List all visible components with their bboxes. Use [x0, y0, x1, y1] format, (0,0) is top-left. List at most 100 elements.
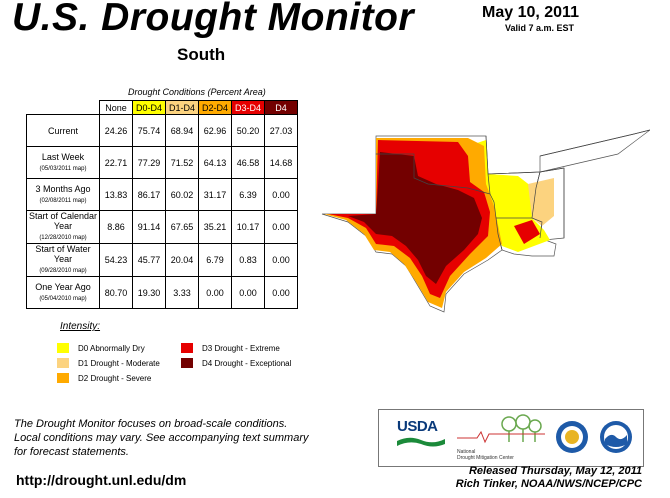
commerce-seal-icon: [556, 421, 588, 453]
author-credit: Rich Tinker, NOAA/NWS/NCEP/CPC: [455, 478, 642, 490]
table-cell: 68.94: [165, 114, 199, 147]
table-cell: 67.65: [165, 210, 199, 244]
row-subtitle: (05/03/2011 map): [39, 165, 87, 172]
table-cell: 6.79: [198, 243, 232, 277]
table-cell: 0.00: [264, 243, 298, 277]
usda-logo: USDA: [397, 418, 447, 458]
row-subtitle: (09/28/2010 map): [39, 268, 87, 274]
release-date: Released Thursday, May 12, 2011: [468, 465, 642, 477]
row-title: One Year Ago: [35, 281, 91, 292]
table-row: Start of Water Year (09/28/2010 map) 54.2…: [26, 243, 298, 277]
usda-wave-icon: [397, 437, 445, 447]
legend-item-d4: D4 Drought - Exceptional: [181, 358, 291, 368]
legend-label: D2 Drought - Severe: [78, 373, 152, 383]
map-title: U.S. Drought Monitor: [12, 0, 415, 39]
ndmc-text: National Drought Mitigation Center: [457, 449, 545, 461]
table-cell: 3.33: [165, 276, 199, 309]
table-cell: 20.04: [165, 243, 199, 277]
valid-time: Valid 7 a.m. EST: [505, 23, 575, 33]
legend-label: D0 Abnormally Dry: [78, 343, 145, 353]
table-cell: 0.00: [198, 276, 232, 309]
column-header: D3-D4: [231, 100, 265, 115]
legend-swatch: [57, 358, 69, 368]
note-line: The Drought Monitor focuses on broad-sca…: [14, 418, 288, 430]
table-cell: 27.03: [264, 114, 298, 147]
legend-swatch: [181, 358, 193, 368]
table-cell: 0.00: [231, 276, 265, 309]
row-label: Current: [26, 114, 100, 147]
region-label: South: [177, 45, 226, 64]
table-cell: 31.17: [198, 178, 232, 211]
column-header: D4: [264, 100, 298, 115]
table-cell: 91.14: [132, 210, 166, 244]
table-cell: 77.29: [132, 146, 166, 179]
table-corner: [27, 101, 100, 115]
table-cell: 0.00: [264, 276, 298, 309]
row-subtitle: (12/28/2010 map): [39, 235, 87, 241]
ndmc-line1: National: [457, 449, 476, 455]
table-cell: 0.00: [264, 210, 298, 244]
row-title: 3 Months Ago: [35, 183, 91, 194]
d1-area: [528, 178, 554, 226]
legend-swatch: [181, 343, 193, 353]
table-row: 3 Months Ago (02/08/2011 map) 13.83 86.17…: [26, 178, 298, 211]
table-cell: 6.39: [231, 178, 265, 211]
table-cell: 0.83: [231, 243, 265, 277]
row-subtitle: (05/04/2010 map): [39, 295, 87, 302]
row-label: Start of Calendar Year (12/28/2010 map): [26, 210, 100, 244]
ndmc-line2: Drought Mitigation Center: [457, 455, 514, 461]
table-cell: 54.23: [99, 243, 133, 277]
table-header-row: None D0-D4 D1-D4 D2-D4 D3-D4 D4: [27, 100, 298, 115]
table-cell: 60.02: [165, 178, 199, 211]
column-header: D1-D4: [165, 100, 199, 115]
column-header: None: [99, 100, 133, 115]
map-date: May 10, 2011: [482, 4, 579, 21]
table-cell: 80.70: [99, 276, 133, 309]
table-row: Current 24.26 75.74 68.94 62.96 50.20 27…: [26, 114, 298, 147]
noaa-logo-icon: [600, 421, 632, 453]
website-link[interactable]: http://drought.unl.edu/dm: [16, 472, 187, 488]
legend-swatch: [57, 373, 69, 383]
table-cell: 64.13: [198, 146, 232, 179]
table-row: Start of Calendar Year (12/28/2010 map) 8…: [26, 210, 298, 244]
row-label: One Year Ago (05/04/2010 map): [26, 276, 100, 309]
note-line: Local conditions may vary. See accompany…: [14, 432, 309, 444]
row-title: Last Week: [41, 151, 85, 162]
table-row: One Year Ago (05/04/2010 map) 80.70 19.30…: [26, 276, 298, 309]
table-cell: 62.96: [198, 114, 232, 147]
table-caption: Drought Conditions (Percent Area): [128, 87, 266, 97]
d3-east-area: [514, 220, 540, 244]
row-label: Start of Water Year (09/28/2010 map): [26, 243, 100, 277]
legend-item-d1: D1 Drought - Moderate: [57, 358, 160, 368]
table-cell: 75.74: [132, 114, 166, 147]
drought-map: [321, 129, 650, 313]
column-header: D2-D4: [198, 100, 232, 115]
table-cell: 8.86: [99, 210, 133, 244]
table-cell: 35.21: [198, 210, 232, 244]
table-cell: 22.71: [99, 146, 133, 179]
agency-logos: USDA National Drought Mitigation Center: [378, 409, 644, 467]
usda-text: USDA: [397, 418, 438, 435]
column-header: D0-D4: [132, 100, 166, 115]
row-title: Start of Water Year: [35, 244, 91, 264]
d4-area: [348, 152, 482, 284]
legend-label: D1 Drought - Moderate: [78, 358, 160, 368]
legend-item-d2: D2 Drought - Severe: [57, 373, 151, 383]
row-subtitle: (02/08/2011 map): [39, 197, 87, 204]
legend-title: Intensity:: [60, 321, 101, 332]
row-label: Last Week (05/03/2011 map): [26, 146, 100, 179]
table-cell: 10.17: [231, 210, 265, 244]
table-cell: 13.83: [99, 178, 133, 211]
table-cell: 71.52: [165, 146, 199, 179]
tennessee-shape: [539, 129, 650, 173]
legend-item-d0: D0 Abnormally Dry: [57, 343, 145, 353]
table-cell: 0.00: [264, 178, 298, 211]
disclaimer-note: The Drought Monitor focuses on broad-sca…: [14, 417, 308, 459]
legend-label: D3 Drought - Extreme: [202, 343, 280, 353]
table-cell: 19.30: [132, 276, 166, 309]
tree-icon: [457, 414, 545, 444]
table-cell: 50.20: [231, 114, 265, 147]
row-label: 3 Months Ago (02/08/2011 map): [26, 178, 100, 211]
ndmc-logo: National Drought Mitigation Center: [457, 414, 545, 462]
row-title: Current: [47, 125, 78, 136]
